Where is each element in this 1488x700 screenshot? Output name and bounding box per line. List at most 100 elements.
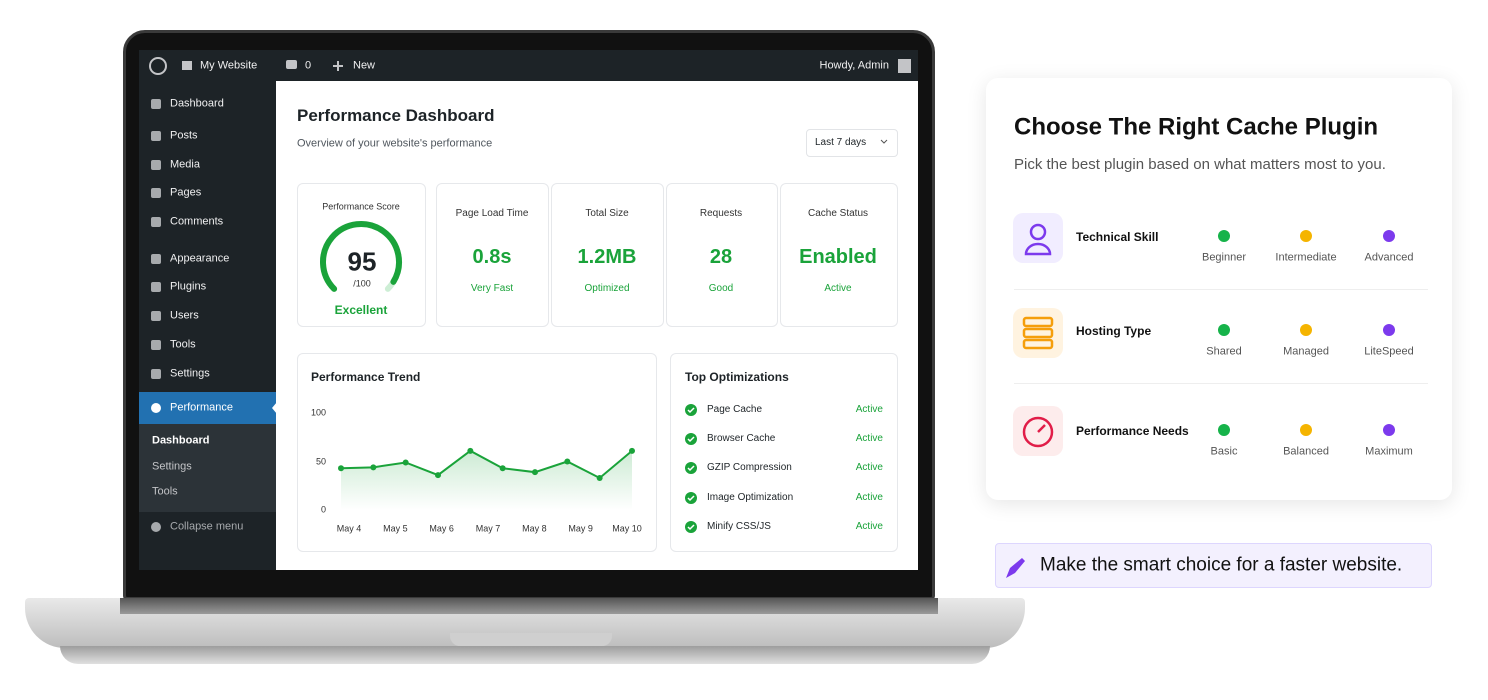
gauge-icon — [1037, 424, 1046, 433]
divider — [1014, 383, 1428, 384]
banner-text: Make the smart choice for a faster websi… — [1040, 554, 1403, 576]
gauge-arc — [320, 221, 402, 292]
menu-item[interactable]: Users — [170, 309, 199, 322]
check-icon — [687, 407, 695, 414]
panel-subtitle: Pick the best plugin based on what matte… — [1014, 156, 1386, 173]
option-dot — [1383, 324, 1395, 336]
collapse-icon — [151, 522, 161, 532]
stat-value: 28 — [709, 246, 733, 268]
menu-icon — [151, 282, 161, 292]
menu-item[interactable]: Pages — [170, 186, 202, 199]
option-label[interactable]: Managed — [1283, 345, 1329, 358]
score-scale: /100 — [353, 278, 371, 289]
option-label[interactable]: Maximum — [1365, 445, 1413, 458]
point — [532, 469, 538, 476]
menu-item[interactable]: Tools — [170, 338, 196, 351]
avatar — [898, 59, 911, 73]
panel-title: Choose The Right Cache Plugin — [1014, 113, 1379, 141]
point — [596, 474, 603, 481]
trend-card — [297, 353, 657, 552]
menu-item[interactable]: Comments — [170, 215, 224, 228]
option-label[interactable]: LiteSpeed — [1364, 345, 1414, 358]
option-dot — [1300, 324, 1312, 336]
option-label[interactable]: Shared — [1206, 345, 1242, 358]
menu-item[interactable]: Media — [170, 158, 200, 171]
chevron — [880, 139, 888, 144]
site-name[interactable]: My Website — [200, 59, 258, 72]
range[interactable]: Last 7 days — [815, 137, 867, 148]
subtitle: Overview of your website's performance — [297, 137, 493, 150]
check-icon — [687, 436, 695, 443]
range-select[interactable] — [806, 129, 898, 157]
check-icon — [687, 495, 695, 502]
stat-label: Requests — [699, 208, 743, 219]
stat-label: Total Size — [585, 208, 629, 219]
user-icon — [1029, 223, 1047, 241]
stat-note: Optimized — [584, 283, 630, 294]
menu-arrow — [272, 402, 277, 414]
option-dot — [1383, 230, 1395, 242]
menu-item[interactable]: Plugins — [170, 280, 207, 293]
menu-item[interactable]: Settings — [170, 367, 210, 380]
stat-note: Good — [708, 283, 734, 294]
x-tick-label: May 9 — [568, 523, 593, 534]
point — [629, 447, 635, 454]
score-rating: Excellent — [334, 302, 388, 317]
new-link[interactable]: New — [353, 59, 376, 72]
submenu-item[interactable]: Tools — [152, 485, 178, 498]
point — [564, 458, 571, 465]
opt-title: Top Optimizations — [685, 369, 789, 384]
opt-status: Active — [855, 404, 883, 415]
active-menu[interactable] — [139, 392, 276, 424]
laptop-notch — [450, 633, 612, 646]
menu-item-active[interactable]: Performance — [170, 401, 233, 414]
title: Performance Dashboard — [297, 105, 495, 125]
row-label: Performance Needs — [1076, 423, 1189, 438]
submenu-item[interactable]: Settings — [152, 460, 192, 473]
score-label: Performance Score — [322, 201, 400, 212]
opt-status: Active — [855, 462, 883, 473]
x-tick-label: May 8 — [522, 523, 547, 534]
point — [370, 464, 377, 471]
optimizations-card — [670, 353, 898, 552]
menu-icon — [151, 254, 161, 264]
menu-icon — [151, 160, 161, 170]
y-tick-label: 50 — [315, 456, 326, 467]
point — [435, 472, 441, 479]
menu-icon — [151, 99, 161, 109]
opt-status: Active — [855, 521, 883, 532]
menu-item[interactable]: Appearance — [170, 252, 230, 265]
menu-item[interactable]: Dashboard — [170, 97, 224, 110]
chart-title: Performance Trend — [311, 369, 421, 384]
x-tick-label: May 7 — [475, 523, 501, 534]
option-dot — [1218, 230, 1230, 242]
opt-status: Active — [855, 433, 883, 444]
submenu-item[interactable]: Dashboard — [152, 434, 210, 447]
option-dot — [1218, 324, 1230, 336]
option-label[interactable]: Intermediate — [1275, 251, 1337, 264]
opt-status: Active — [855, 492, 883, 503]
stat-note: Very Fast — [470, 283, 514, 294]
option-label[interactable]: Advanced — [1364, 251, 1414, 264]
area — [341, 450, 632, 510]
y-tick-label: 0 — [320, 504, 326, 515]
option-label[interactable]: Beginner — [1201, 251, 1247, 264]
collapse[interactable]: Collapse menu — [170, 520, 244, 533]
comment-icon — [286, 60, 297, 69]
option-dot — [1218, 424, 1230, 436]
option-label[interactable]: Balanced — [1283, 445, 1329, 458]
y-tick-label: 100 — [310, 407, 326, 418]
wp-logo[interactable] — [149, 57, 167, 75]
menu-item[interactable]: Posts — [170, 129, 198, 142]
greeting[interactable]: Howdy, Admin — [819, 59, 890, 72]
menu-icon — [151, 217, 161, 227]
divider — [1014, 289, 1428, 290]
line — [340, 449, 633, 480]
check-icon — [687, 524, 695, 531]
option-label[interactable]: Basic — [1210, 445, 1238, 458]
row-label: Hosting Type — [1076, 323, 1152, 338]
score-card — [297, 183, 426, 327]
x-tick-label: May 6 — [429, 523, 454, 534]
gauge-icon — [1022, 416, 1054, 448]
